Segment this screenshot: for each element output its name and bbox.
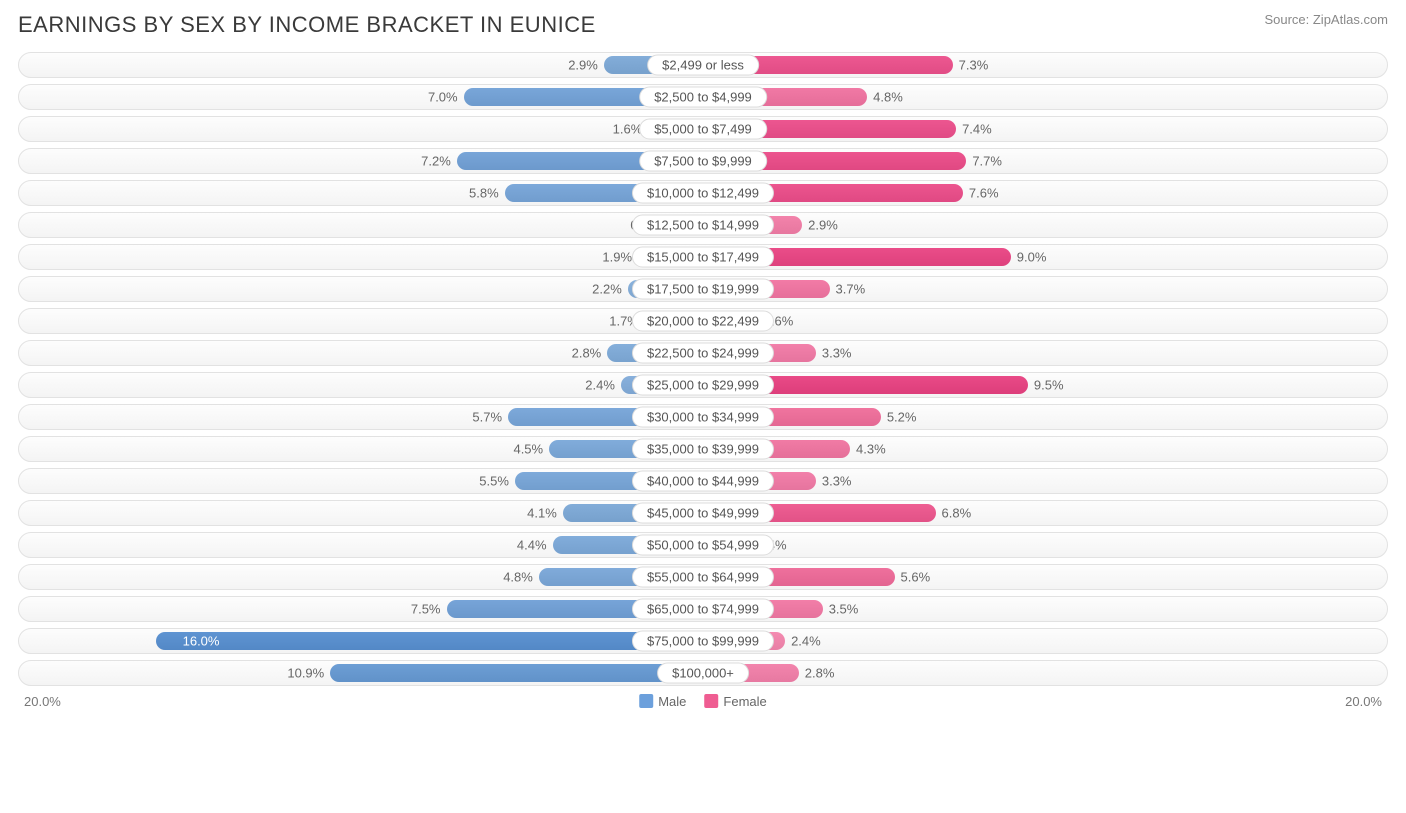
male-value-label: 5.8% — [469, 186, 499, 201]
bar-row: 5.8% 7.6% $10,000 to $12,499 — [18, 180, 1388, 206]
male-value-label: 1.9% — [602, 250, 632, 265]
category-label: $15,000 to $17,499 — [632, 247, 774, 268]
axis-max-right: 20.0% — [1345, 694, 1382, 709]
category-label: $5,000 to $7,499 — [639, 119, 767, 140]
bar-row: 4.1% 6.8% $45,000 to $49,999 — [18, 500, 1388, 526]
male-value-label: 4.8% — [503, 570, 533, 585]
category-label: $2,499 or less — [647, 55, 759, 76]
female-value-label: 3.3% — [822, 346, 852, 361]
male-value-label: 5.5% — [479, 474, 509, 489]
bar-row: 2.8% 3.3% $22,500 to $24,999 — [18, 340, 1388, 366]
male-value-label: 2.8% — [572, 346, 602, 361]
female-value-label: 5.6% — [901, 570, 931, 585]
bar-row: 5.7% 5.2% $30,000 to $34,999 — [18, 404, 1388, 430]
bar-row: 4.8% 5.6% $55,000 to $64,999 — [18, 564, 1388, 590]
bar-row: 1.6% 7.4% $5,000 to $7,499 — [18, 116, 1388, 142]
bar-row: 1.7%1.6%$20,000 to $22,499 — [18, 308, 1388, 334]
bar-row: 16.0% 2.4% $75,000 to $99,999 — [18, 628, 1388, 654]
category-label: $25,000 to $29,999 — [632, 375, 774, 396]
category-label: $30,000 to $34,999 — [632, 407, 774, 428]
category-label: $22,500 to $24,999 — [632, 343, 774, 364]
male-value-label: 5.7% — [472, 410, 502, 425]
legend-female-label: Female — [723, 694, 766, 709]
female-value-label: 7.6% — [969, 186, 999, 201]
female-value-label: 3.7% — [836, 282, 866, 297]
bar-row: 1.9% 9.0% $15,000 to $17,499 — [18, 244, 1388, 270]
male-bar — [330, 664, 703, 682]
female-value-label: 2.9% — [808, 218, 838, 233]
category-label: $10,000 to $12,499 — [632, 183, 774, 204]
category-label: $100,000+ — [657, 663, 749, 684]
legend-male: Male — [639, 694, 686, 709]
bar-row: 2.9% 7.3% $2,499 or less — [18, 52, 1388, 78]
category-label: $2,500 to $4,999 — [639, 87, 767, 108]
category-label: $7,500 to $9,999 — [639, 151, 767, 172]
male-swatch — [639, 694, 653, 708]
female-value-label: 4.8% — [873, 90, 903, 105]
male-value-label: 7.5% — [411, 602, 441, 617]
source-label: Source: ZipAtlas.com — [1264, 12, 1388, 27]
category-label: $35,000 to $39,999 — [632, 439, 774, 460]
category-label: $40,000 to $44,999 — [632, 471, 774, 492]
category-label: $45,000 to $49,999 — [632, 503, 774, 524]
female-value-label: 4.3% — [856, 442, 886, 457]
diverging-bar-chart: 2.9% 7.3% $2,499 or less 7.0% 4.8% $2,500 to … — [18, 52, 1388, 686]
category-label: $50,000 to $54,999 — [632, 535, 774, 556]
legend: Male Female — [639, 694, 767, 709]
male-value-label: 16.0% — [183, 634, 220, 649]
bar-row: 5.5% 3.3% $40,000 to $44,999 — [18, 468, 1388, 494]
male-value-label: 4.4% — [517, 538, 547, 553]
legend-male-label: Male — [658, 694, 686, 709]
female-swatch — [704, 694, 718, 708]
male-value-label: 1.6% — [613, 122, 643, 137]
category-label: $65,000 to $74,999 — [632, 599, 774, 620]
male-value-label: 2.9% — [568, 58, 598, 73]
bar-row: 7.2% 7.7% $7,500 to $9,999 — [18, 148, 1388, 174]
category-label: $75,000 to $99,999 — [632, 631, 774, 652]
male-value-label: 2.4% — [585, 378, 615, 393]
female-value-label: 3.3% — [822, 474, 852, 489]
female-value-label: 7.3% — [959, 58, 989, 73]
male-value-label: 7.2% — [421, 154, 451, 169]
female-value-label: 7.4% — [962, 122, 992, 137]
chart-title: EARNINGS BY SEX BY INCOME BRACKET IN EUN… — [18, 12, 596, 38]
bar-row: 7.0% 4.8% $2,500 to $4,999 — [18, 84, 1388, 110]
axis-row: 20.0% Male Female 20.0% — [18, 692, 1388, 716]
bar-row: 0.87%2.9%$12,500 to $14,999 — [18, 212, 1388, 238]
category-label: $17,500 to $19,999 — [632, 279, 774, 300]
axis-max-left: 20.0% — [24, 694, 61, 709]
female-value-label: 5.2% — [887, 410, 917, 425]
bar-row: 2.4% 9.5% $25,000 to $29,999 — [18, 372, 1388, 398]
male-value-label: 4.5% — [513, 442, 543, 457]
bar-row: 7.5% 3.5% $65,000 to $74,999 — [18, 596, 1388, 622]
category-label: $55,000 to $64,999 — [632, 567, 774, 588]
female-value-label: 7.7% — [972, 154, 1002, 169]
bar-row: 2.2% 3.7% $17,500 to $19,999 — [18, 276, 1388, 302]
bar-row: 4.4%1.4%$50,000 to $54,999 — [18, 532, 1388, 558]
male-value-label: 2.2% — [592, 282, 622, 297]
category-label: $12,500 to $14,999 — [632, 215, 774, 236]
female-value-label: 2.4% — [791, 634, 821, 649]
female-value-label: 2.8% — [805, 666, 835, 681]
male-bar — [156, 632, 703, 650]
category-label: $20,000 to $22,499 — [632, 311, 774, 332]
female-value-label: 9.5% — [1034, 378, 1064, 393]
bar-row: 4.5% 4.3% $35,000 to $39,999 — [18, 436, 1388, 462]
legend-female: Female — [704, 694, 766, 709]
bar-row: 10.9% 2.8% $100,000+ — [18, 660, 1388, 686]
female-value-label: 9.0% — [1017, 250, 1047, 265]
male-value-label: 7.0% — [428, 90, 458, 105]
female-value-label: 6.8% — [942, 506, 972, 521]
female-value-label: 3.5% — [829, 602, 859, 617]
male-value-label: 10.9% — [287, 666, 324, 681]
male-value-label: 4.1% — [527, 506, 557, 521]
